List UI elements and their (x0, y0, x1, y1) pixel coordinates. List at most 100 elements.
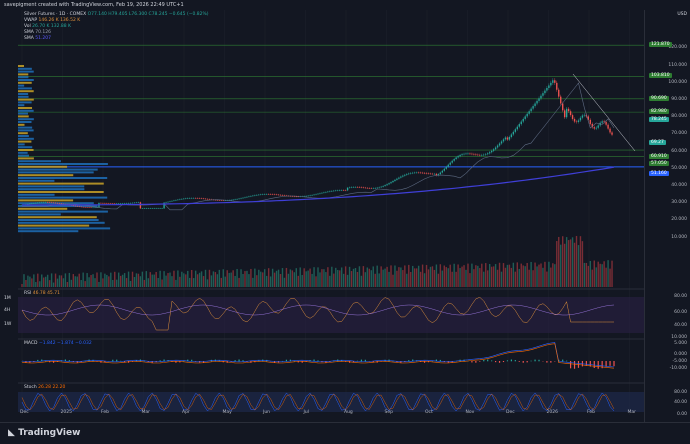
macd-histogram-bar (523, 361, 524, 363)
candle-body (590, 120, 591, 124)
volume-bar (592, 270, 593, 287)
volume-bar (37, 274, 38, 287)
candle-body (197, 198, 198, 199)
price-tick-label: 80.000 (671, 114, 687, 119)
candle-body (51, 202, 52, 203)
candle-body (189, 198, 190, 199)
macd-histogram-bar (361, 360, 362, 362)
volume-profile-bar (18, 132, 28, 134)
volume-bar (400, 268, 401, 287)
macd-histogram-bar (69, 360, 70, 361)
candle-body (201, 198, 202, 199)
stoch-values: 26.28 22.20 (38, 385, 65, 390)
candle-body (418, 173, 419, 174)
volume-bar (523, 265, 524, 287)
macd-histogram-bar (562, 360, 563, 362)
volume-bar (69, 273, 70, 287)
volume-bar (203, 276, 204, 287)
candle-body (238, 199, 239, 200)
volume-bar (353, 269, 354, 287)
candle-body (57, 203, 58, 204)
volume-bar (584, 263, 585, 287)
volume-bar (375, 274, 376, 287)
volume-bar (343, 274, 344, 287)
volume-bar (487, 270, 488, 287)
candle-body (282, 195, 283, 196)
volume-bar (266, 276, 267, 287)
candle-body (548, 85, 549, 88)
macd-histogram-bar (527, 361, 528, 362)
volume-bar (53, 283, 54, 287)
volume-profile-bar (18, 174, 73, 176)
volume-bar (384, 269, 385, 287)
volume-bar (120, 276, 121, 287)
candle-body (505, 137, 506, 139)
candle-body (440, 173, 441, 175)
volume-bar (321, 269, 322, 287)
volume-bar (598, 262, 599, 287)
volume-bar (230, 273, 231, 287)
volume-bar (199, 273, 200, 287)
candle-body (61, 203, 62, 204)
volume-profile-bar (18, 129, 34, 131)
volume-profile-bar (18, 199, 73, 201)
macd-histogram-bar (511, 360, 512, 362)
candle-body (79, 206, 80, 207)
volume-bar (49, 280, 50, 287)
candle-body (450, 163, 451, 165)
price-tick-label: 90.000 (671, 97, 687, 102)
volume-bar (609, 269, 610, 287)
candle-body (373, 188, 374, 189)
candle-body (307, 196, 308, 197)
candle-body (47, 202, 48, 203)
volume-bar (436, 264, 437, 287)
tradingview-logo[interactable]: ◣ TradingView (8, 428, 80, 438)
volume-bar (455, 272, 456, 287)
volume-bar (150, 272, 151, 287)
volume-bar (426, 265, 427, 287)
candle-body (451, 161, 452, 163)
candle-body (331, 191, 332, 192)
volume-bar (607, 260, 608, 287)
candle-body (31, 203, 32, 204)
time-axis-label: Nov (466, 410, 475, 415)
volume-bar (244, 271, 245, 287)
volume-profile-bar (18, 211, 108, 213)
volume-bar (75, 276, 76, 287)
candle-body (493, 149, 494, 151)
volume-profile-bar (18, 113, 28, 115)
candle-body (144, 208, 145, 209)
time-axis-label: Oct (425, 410, 433, 415)
time-axis-label: Mar (142, 410, 151, 415)
time-axis-label: 2025 (61, 410, 72, 415)
time-axis-label: Feb (587, 410, 595, 415)
volume-bar (307, 271, 308, 287)
volume-bar (276, 271, 277, 287)
volume-profile-bar (18, 230, 78, 232)
volume-bar (519, 269, 520, 287)
volume-bar (35, 282, 36, 287)
chart-credit-header: savepigment created with TradingView.com… (0, 0, 690, 10)
price-level-label: 69.27 (649, 140, 666, 145)
rsi-tick-label: 60.00 (674, 310, 687, 315)
stoch-tick-label: 40.00 (674, 400, 687, 405)
macd-tick-label: 5.000 (674, 341, 687, 346)
candle-body (339, 190, 340, 191)
candle-body (416, 173, 417, 174)
candle-body (473, 154, 474, 155)
candle-body (122, 203, 123, 204)
volume-profile-bar (18, 87, 32, 89)
candle-body (187, 198, 188, 199)
rsi-values: 46.78 45.71 (33, 291, 60, 296)
candle-body (465, 154, 466, 155)
price-level-label: 82.980 (649, 109, 669, 114)
candle-body (49, 202, 50, 203)
volume-bar (262, 272, 263, 287)
volume-bar (349, 267, 350, 287)
volume-profile-bar (18, 177, 107, 179)
chart-area[interactable]: Silver Futures · 1D · COMEX O77.140 H79.… (18, 10, 644, 422)
volume-profile-bar (18, 82, 32, 84)
candle-body (365, 188, 366, 189)
stoch-tick-label: 80.00 (674, 390, 687, 395)
